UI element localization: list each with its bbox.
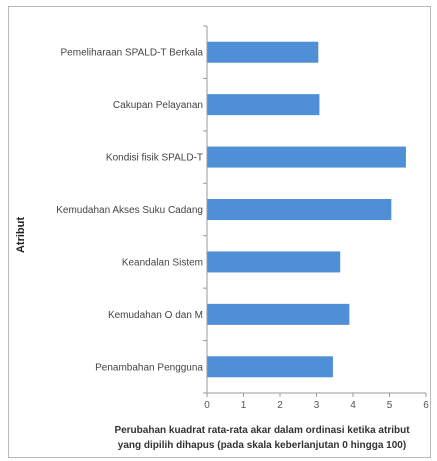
- bar-6: [207, 303, 350, 325]
- tick-labels-group: 0 1 2 3 4 5 6: [204, 400, 429, 411]
- bar-5: [207, 251, 341, 273]
- category-label-4: Kemudahan Akses Suku Cadang: [56, 205, 203, 216]
- x-axis-label-line-1: Perubahan kuadrat rata-rata akar dalam o…: [114, 425, 410, 436]
- bar-4: [207, 199, 392, 220]
- x-tick-label-0: 0: [204, 400, 210, 411]
- x-tick-label-6: 6: [423, 400, 429, 411]
- x-tick-label-1: 1: [241, 400, 247, 411]
- bar-3: [207, 146, 406, 168]
- category-label-7: Penambahan Pengguna: [95, 362, 203, 373]
- category-label-6: Kemudahan O dan M: [108, 310, 203, 321]
- bar-1: [207, 41, 319, 63]
- x-axis-label: Perubahan kuadrat rata-rata akar dalam o…: [92, 423, 432, 453]
- x-tick-label-2: 2: [277, 400, 283, 411]
- x-tick-label-5: 5: [387, 400, 393, 411]
- category-label-3: Kondisi fisik SPALD-T: [106, 153, 203, 164]
- x-tick-label-4: 4: [350, 400, 356, 411]
- category-labels-group: Pemeliharaan SPALD-T Berkala Cakupan Pela…: [56, 48, 203, 374]
- chart-frame: [8, 6, 431, 458]
- axes-group: [203, 25, 427, 397]
- bar-2: [207, 94, 320, 116]
- bar-7: [207, 356, 333, 378]
- y-axis-label: Atribut: [15, 216, 27, 254]
- category-label-1: Pemeliharaan SPALD-T Berkala: [61, 48, 204, 59]
- x-tick-label-3: 3: [314, 400, 320, 411]
- x-axis-label-line-2: yang dipilih dihapus (pada skala keberla…: [117, 440, 407, 451]
- bars-group: [207, 41, 406, 378]
- category-label-5: Keandalan Sistem: [122, 257, 203, 268]
- category-label-2: Cakupan Pelayanan: [113, 100, 203, 111]
